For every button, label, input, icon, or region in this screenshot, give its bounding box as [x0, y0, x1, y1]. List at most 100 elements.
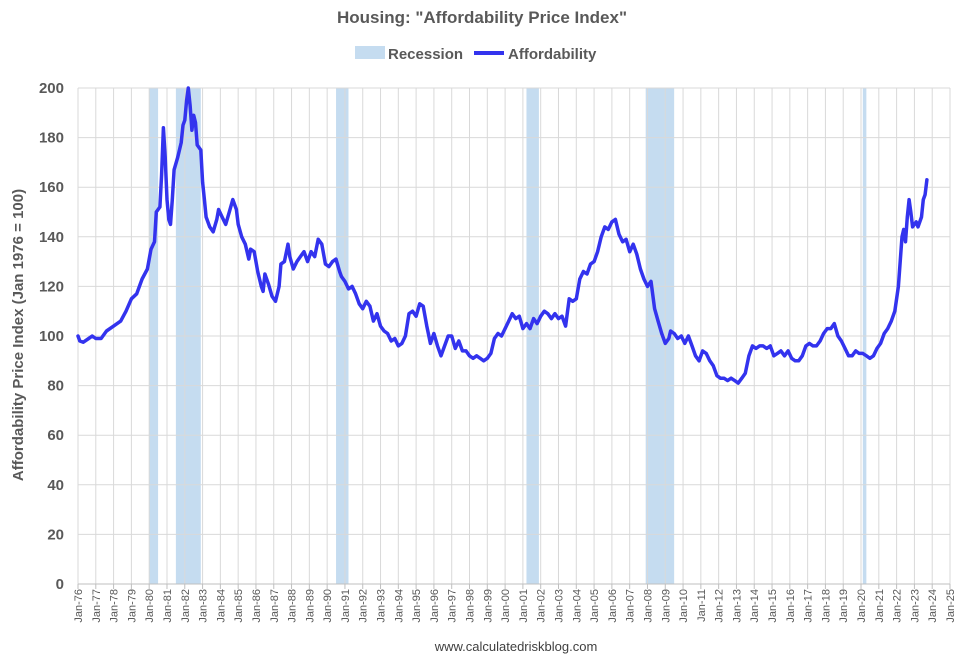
data-point	[521, 327, 525, 330]
data-point	[553, 312, 557, 316]
data-point	[909, 210, 913, 214]
data-point	[306, 260, 309, 263]
data-point	[832, 322, 836, 325]
data-point	[847, 354, 850, 358]
data-point	[923, 193, 927, 197]
data-point	[811, 344, 815, 348]
x-tick-label: Jan-04	[571, 589, 583, 623]
data-point	[617, 232, 621, 236]
data-point	[382, 329, 386, 333]
data-point	[235, 208, 238, 211]
data-point	[169, 223, 172, 226]
x-tick-label: Jan-06	[607, 589, 619, 623]
data-point	[453, 347, 457, 350]
data-point	[872, 354, 875, 358]
chart-title: Housing: "Affordability Price Index"	[337, 8, 627, 27]
data-point	[786, 349, 790, 353]
data-point	[825, 327, 829, 330]
data-point	[517, 314, 521, 318]
data-point	[279, 262, 283, 266]
y-tick-label: 100	[39, 328, 64, 345]
data-point	[124, 309, 128, 313]
data-point	[331, 260, 334, 263]
data-point	[203, 198, 206, 202]
x-tick-label: Jan-90	[322, 589, 334, 623]
data-point	[886, 327, 890, 330]
data-point	[902, 228, 906, 231]
data-point	[418, 302, 422, 306]
data-point	[220, 215, 224, 219]
data-point	[857, 352, 861, 355]
data-point	[192, 113, 196, 117]
data-point	[288, 255, 292, 258]
data-point	[747, 354, 751, 358]
data-point	[375, 312, 379, 316]
data-point	[889, 319, 893, 323]
gridlines	[77, 87, 951, 584]
x-tick-label: Jan-83	[198, 589, 210, 623]
data-point	[560, 314, 564, 318]
data-point	[610, 220, 614, 224]
data-point	[592, 260, 596, 263]
data-point	[754, 347, 758, 350]
data-point	[457, 339, 461, 343]
data-point	[338, 270, 341, 273]
data-point	[729, 376, 733, 380]
data-point	[347, 287, 350, 291]
data-point	[567, 297, 571, 301]
data-point	[167, 218, 171, 221]
data-point	[436, 344, 439, 348]
data-point	[350, 285, 354, 288]
data-point	[621, 240, 624, 244]
data-point	[309, 250, 313, 254]
data-point	[146, 267, 149, 271]
x-tick-label: Jan-13	[731, 589, 743, 623]
x-tick-label: Jan-92	[358, 589, 370, 623]
data-point	[396, 344, 400, 348]
data-point	[496, 332, 500, 335]
data-point	[236, 223, 240, 226]
data-point	[227, 210, 231, 214]
data-point	[299, 255, 302, 258]
data-point	[389, 339, 393, 343]
data-point	[829, 327, 833, 330]
data-point	[733, 379, 737, 382]
data-point	[904, 240, 907, 244]
y-tick-label: 20	[47, 526, 64, 543]
data-point	[836, 334, 840, 338]
data-point	[78, 339, 82, 343]
x-tick-label: Jan-03	[553, 589, 565, 623]
data-point	[439, 354, 443, 358]
data-point	[211, 230, 215, 234]
data-point	[471, 356, 475, 360]
data-point	[261, 290, 265, 293]
data-point	[539, 314, 543, 318]
data-point	[468, 354, 471, 358]
y-tick-label: 160	[39, 179, 64, 196]
data-point	[194, 121, 197, 125]
data-point	[854, 349, 858, 353]
x-tick-label: Jan-76	[73, 589, 85, 623]
data-point	[500, 334, 503, 338]
data-point	[694, 354, 697, 358]
data-point	[925, 178, 929, 182]
data-point	[599, 235, 603, 239]
data-point	[800, 354, 804, 358]
x-tick-label: Jan-15	[767, 589, 779, 623]
data-point	[361, 307, 365, 311]
data-point	[656, 319, 660, 323]
y-tick-label: 180	[39, 130, 64, 147]
x-tick-label: Jan-93	[376, 589, 388, 623]
data-point	[514, 317, 518, 320]
data-point	[701, 349, 704, 353]
data-point	[425, 324, 429, 328]
data-point	[90, 334, 94, 338]
data-point	[532, 317, 535, 320]
data-point	[320, 242, 324, 246]
data-point	[614, 218, 617, 221]
data-point	[386, 332, 389, 335]
x-tick-label: Jan-80	[144, 589, 156, 623]
data-point	[606, 228, 610, 231]
data-point	[804, 344, 808, 348]
